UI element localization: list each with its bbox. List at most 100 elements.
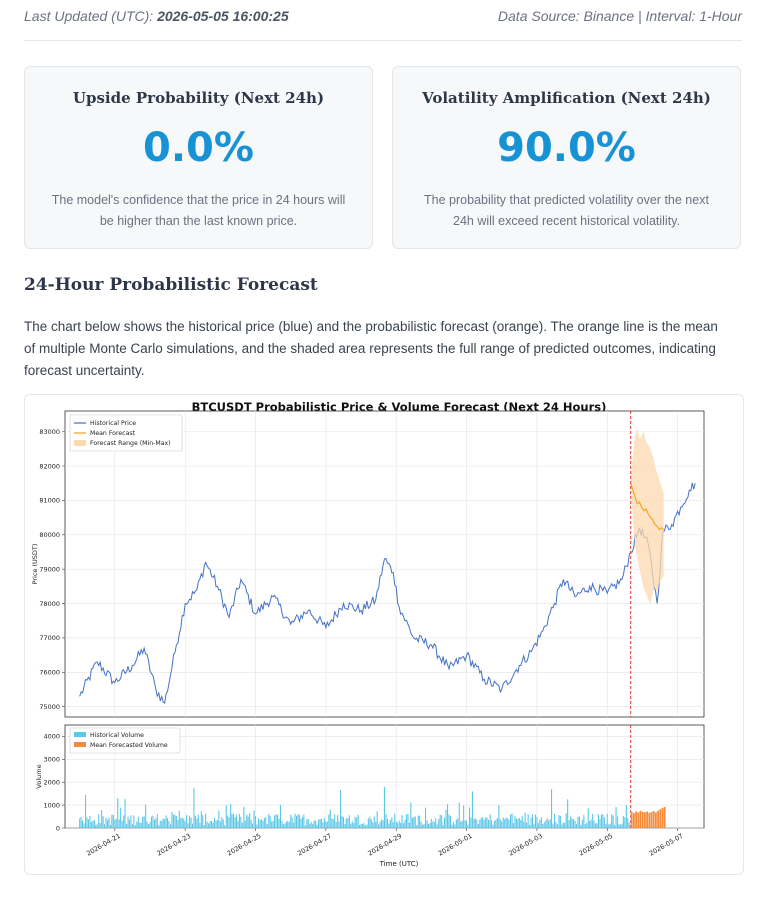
historical-volume-bar — [218, 810, 220, 828]
historical-volume-bar — [275, 814, 277, 828]
historical-volume-bar — [335, 821, 337, 828]
historical-volume-bar — [127, 816, 129, 828]
historical-volume-bar — [322, 822, 324, 828]
historical-volume-bar — [589, 820, 591, 828]
historical-volume-bar — [186, 815, 188, 828]
historical-volume-bar — [612, 815, 614, 828]
historical-volume-bar — [199, 822, 201, 828]
historical-volume-bar — [221, 817, 223, 828]
legend-range-label: Forecast Range (Min-Max) — [90, 440, 171, 447]
historical-volume-bar — [461, 820, 463, 828]
historical-volume-bar — [341, 816, 343, 828]
historical-volume-bar — [320, 818, 322, 828]
forecast-volume-bar — [644, 812, 646, 828]
historical-volume-bar — [143, 816, 145, 828]
volume-y-tick-label: 2000 — [43, 779, 60, 787]
historical-volume-bar — [381, 819, 383, 828]
historical-volume-bar — [114, 819, 116, 828]
historical-volume-bar — [419, 815, 421, 828]
historical-volume-bar — [369, 816, 371, 828]
historical-volume-bar — [451, 824, 453, 828]
historical-volume-bar — [518, 817, 520, 828]
x-tick-label: 2026-04-27 — [296, 832, 333, 858]
historical-volume-bar — [279, 804, 281, 828]
forecast-volume-bar — [655, 812, 657, 828]
forecast-volume-bar — [663, 806, 666, 828]
historical-volume-bar — [515, 818, 517, 828]
upside-probability-card: Upside Probability (Next 24h) 0.0% The m… — [24, 66, 373, 249]
historical-volume-bar — [240, 816, 242, 828]
historical-volume-bar — [145, 804, 147, 828]
historical-volume-bar — [219, 821, 221, 828]
historical-volume-bar — [403, 823, 405, 828]
price-y-tick-label: 83000 — [39, 428, 60, 436]
historical-volume-bar — [263, 818, 265, 828]
historical-volume-bar — [614, 824, 616, 828]
historical-volume-bar — [492, 824, 494, 828]
historical-volume-bar — [101, 810, 103, 828]
historical-volume-bar — [351, 821, 353, 828]
historical-volume-bar — [375, 821, 377, 828]
historical-volume-bar — [298, 814, 300, 828]
historical-volume-bar — [543, 822, 545, 828]
historical-volume-bar — [164, 818, 166, 828]
legend-forecast-volume-label: Mean Forecasted Volume — [90, 742, 168, 749]
historical-volume-bar — [570, 816, 572, 828]
legend-range-swatch — [74, 440, 86, 446]
historical-volume-bar — [126, 823, 128, 828]
historical-volume-bar — [269, 816, 271, 828]
historical-volume-bar — [568, 820, 570, 828]
historical-volume-bar — [363, 822, 365, 828]
historical-volume-bar — [271, 821, 273, 828]
historical-volume-bar — [310, 822, 312, 828]
historical-volume-bar — [215, 820, 217, 828]
historical-volume-bar — [439, 814, 441, 828]
volume-y-tick-label: 3000 — [43, 756, 60, 764]
price-y-tick-label: 79000 — [39, 565, 60, 573]
historical-volume-bar — [354, 816, 356, 828]
historical-volume-bar — [168, 821, 170, 828]
historical-volume-bar — [561, 824, 563, 828]
historical-volume-bar — [422, 824, 424, 828]
historical-volume-bar — [149, 822, 151, 828]
forecast-volume-bar — [659, 809, 662, 828]
historical-volume-bar — [621, 823, 623, 828]
historical-volume-bar — [272, 821, 274, 828]
historical-volume-bar — [537, 823, 539, 828]
historical-volume-bar — [79, 818, 81, 828]
x-tick-label: 2026-04-21 — [85, 832, 122, 858]
historical-volume-bar — [187, 823, 189, 828]
historical-volume-bar — [161, 820, 163, 828]
historical-volume-bar — [423, 823, 425, 828]
historical-volume-bar — [175, 816, 177, 828]
historical-volume-bar — [316, 824, 318, 828]
historical-volume-bar — [85, 794, 87, 828]
historical-volume-bar — [216, 820, 218, 828]
historical-volume-bar — [360, 823, 362, 828]
historical-volume-bar — [238, 813, 240, 828]
historical-volume-bar — [108, 817, 110, 828]
historical-volume-bar — [246, 814, 248, 828]
historical-volume-bar — [212, 822, 214, 828]
forecast-section-title: 24-Hour Probabilistic Forecast — [24, 275, 318, 295]
historical-volume-bar — [420, 821, 422, 828]
price-y-tick-label: 75000 — [39, 703, 60, 711]
historical-volume-bar — [485, 817, 487, 828]
historical-volume-bar — [180, 818, 182, 828]
x-tick-label: 2026-05-07 — [648, 832, 685, 858]
historical-volume-bar — [564, 822, 566, 828]
volume-panel: 2026-04-21 2026-04-23 2026-04-25 2026-04-27… — [35, 724, 705, 858]
historical-volume-bar — [197, 814, 199, 828]
historical-volume-bar — [480, 817, 482, 828]
historical-volume-bar — [315, 820, 317, 828]
historical-volume-bar — [196, 818, 198, 828]
historical-volume-bar — [202, 815, 204, 828]
historical-volume-bar — [436, 824, 438, 828]
historical-volume-bar — [165, 815, 167, 828]
volume-y-axis-label: Volume — [35, 764, 43, 788]
historical-volume-bar — [235, 814, 237, 828]
historical-volume-bar — [495, 819, 497, 828]
historical-volume-bar — [592, 813, 594, 828]
historical-volume-bar — [405, 814, 407, 828]
historical-volume-bar — [389, 819, 391, 828]
